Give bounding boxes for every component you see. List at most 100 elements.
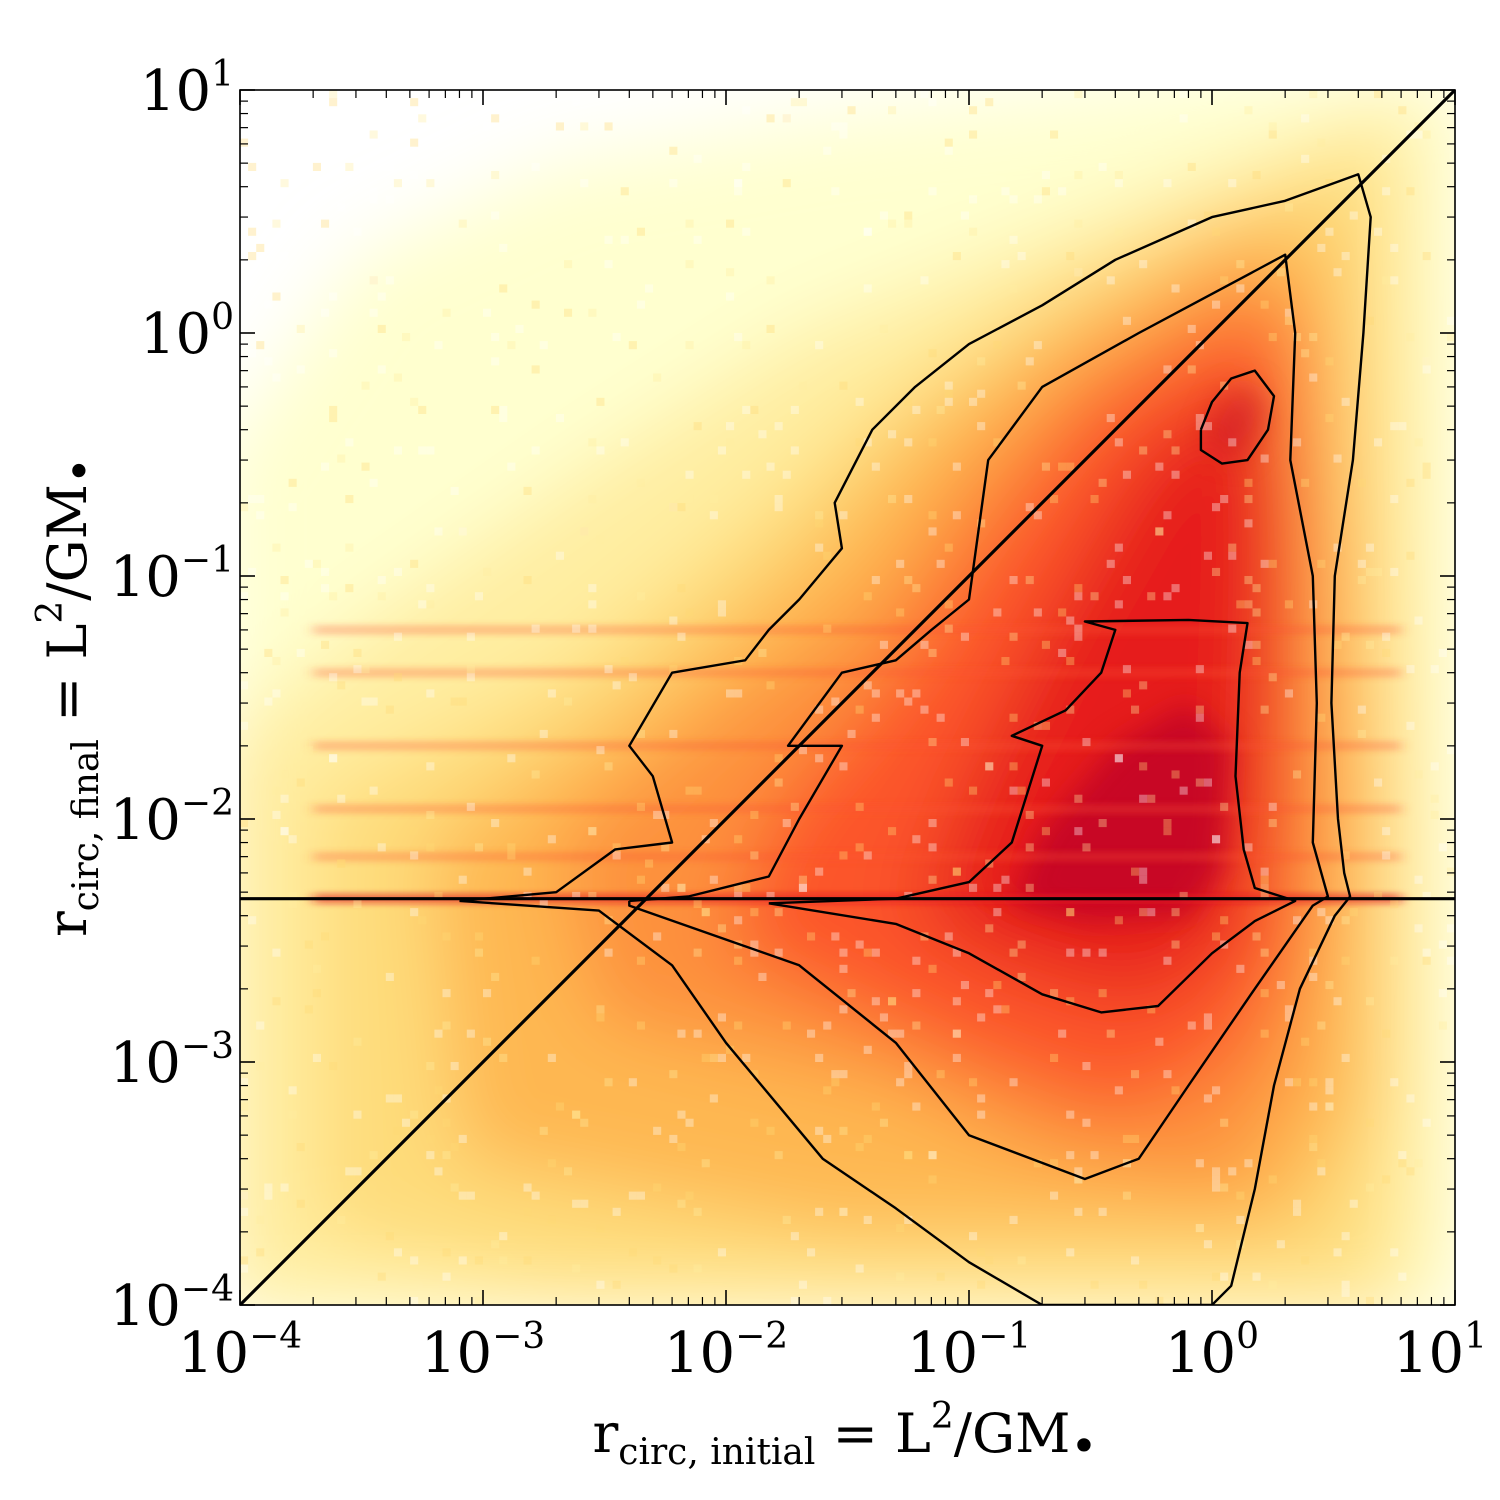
heatmap-speckle [329, 349, 338, 358]
heatmap-speckle [1187, 365, 1196, 374]
heatmap-speckle [693, 900, 702, 909]
heatmap-speckle [434, 1167, 443, 1176]
heatmap-speckle [1025, 843, 1034, 852]
heatmap-speckle [321, 584, 330, 593]
heatmap-speckle [1268, 333, 1277, 342]
heatmap-speckle [863, 592, 872, 601]
heatmap-speckle [296, 648, 305, 657]
heatmap-speckle [952, 867, 961, 876]
heatmap-speckle [539, 341, 548, 350]
heatmap-speckle [815, 511, 824, 520]
heatmap-speckle [1422, 252, 1431, 261]
heatmap-speckle [296, 324, 305, 333]
heatmap-speckle [912, 956, 921, 965]
heatmap-speckle [742, 470, 751, 479]
heatmap-speckle [410, 98, 419, 107]
x-tick-label: 100 [1165, 1316, 1259, 1386]
heatmap-speckle [1293, 1078, 1302, 1087]
heatmap-speckle [920, 705, 929, 714]
heatmap-speckle [969, 1232, 978, 1241]
heatmap-speckle [653, 1126, 662, 1135]
heatmap-speckle [1058, 608, 1067, 617]
heatmap-speckle [434, 1029, 443, 1038]
x-tick-label: 101 [1393, 1316, 1487, 1386]
heatmap-speckle [1212, 1272, 1221, 1281]
heatmap-speckle [669, 1070, 678, 1079]
heatmap-speckle [855, 438, 864, 447]
heatmap-speckle [1114, 754, 1123, 763]
heatmap-speckle [547, 835, 556, 844]
heatmap-speckle [1082, 843, 1091, 852]
heatmap-speckle [928, 1175, 937, 1184]
heatmap-speckle [831, 932, 840, 941]
heatmap-speckle [329, 414, 338, 423]
heatmap-speckle [896, 1224, 905, 1233]
heatmap-speckle [969, 1078, 978, 1087]
heatmap-speckle [636, 956, 645, 965]
heatmap-speckle [385, 1094, 394, 1103]
heatmap-speckle [466, 673, 475, 682]
heatmap-speckle [369, 697, 378, 706]
heatmap-speckle [1041, 171, 1050, 180]
heatmap-speckle [272, 657, 281, 666]
heatmap-speckle [272, 786, 281, 795]
heatmap-speckle [1090, 1280, 1099, 1289]
heatmap-speckle [993, 608, 1002, 617]
heatmap-speckle [1284, 689, 1293, 698]
heatmap-speckle [272, 187, 281, 196]
heatmap-speckle [969, 883, 978, 892]
heatmap-speckle [442, 1151, 451, 1160]
heatmap-speckle [1195, 1159, 1204, 1168]
heatmap-speckle [1382, 1175, 1391, 1184]
heatmap-speckle [1422, 470, 1431, 479]
heatmap-speckle [483, 567, 492, 576]
heatmap-speckle [620, 657, 629, 666]
heatmap-speckle [774, 503, 783, 512]
y-tick-exponent: −4 [181, 1269, 234, 1310]
heatmap-speckle [1155, 1037, 1164, 1046]
heatmap-speckle [734, 1021, 743, 1030]
heatmap-speckle [904, 495, 913, 504]
heatmap-speckle [1325, 1102, 1334, 1111]
heatmap-speckle [807, 1029, 816, 1038]
heatmap-speckle [531, 1191, 540, 1200]
heatmap-speckle [1293, 916, 1302, 925]
heatmap-speckle [483, 1037, 492, 1046]
heatmap-speckle [701, 908, 710, 917]
heatmap-speckle [361, 697, 370, 706]
x-tick-base: 10 [178, 1321, 249, 1386]
heatmap-speckle [1098, 162, 1107, 171]
heatmap-speckle [734, 179, 743, 188]
heatmap-speckle [839, 122, 848, 131]
heatmap-speckle [248, 495, 257, 504]
heatmap-speckle [1325, 1078, 1334, 1087]
heatmap-speckle [1033, 195, 1042, 204]
heatmap-speckle [815, 705, 824, 714]
heatmap-speckle [1114, 171, 1123, 180]
heatmap-speckle [1406, 478, 1415, 487]
heatmap-speckle [1212, 932, 1221, 941]
heatmap-speckle [653, 932, 662, 941]
heatmap-speckle [1050, 1053, 1059, 1062]
heatmap-speckle [491, 405, 500, 414]
heatmap-speckle [572, 1199, 581, 1208]
heatmap-speckle [1212, 835, 1221, 844]
heatmap-speckle [831, 697, 840, 706]
heatmap-speckle [677, 503, 686, 512]
heatmap-speckle [1098, 1207, 1107, 1216]
heatmap-speckle [1244, 843, 1253, 852]
heatmap-speckle [442, 1021, 451, 1030]
heatmap-speckle [1438, 648, 1447, 657]
heatmap-speckle [288, 1110, 297, 1119]
heatmap-speckle [782, 114, 791, 123]
heatmap-speckle [685, 470, 694, 479]
heatmap-speckle [1438, 843, 1447, 852]
heatmap-speckle [1438, 989, 1447, 998]
heatmap-speckle [1317, 1167, 1326, 1176]
heatmap-speckle [993, 1005, 1002, 1014]
heatmap-speckle [669, 179, 678, 188]
heatmap-speckle [1406, 1167, 1415, 1176]
heatmap-speckle [280, 592, 289, 601]
heatmap-speckle [888, 219, 897, 228]
